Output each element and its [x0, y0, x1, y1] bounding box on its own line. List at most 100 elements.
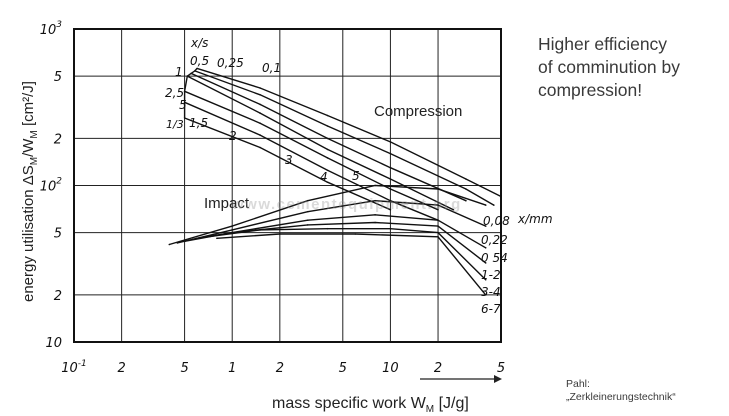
compression-curve-point — [326, 157, 329, 159]
impact-curve — [184, 214, 487, 249]
impact-curve-point — [484, 225, 487, 227]
impact-curve-point — [484, 278, 487, 281]
impact-curve-point — [484, 262, 487, 264]
compression-curve — [194, 70, 495, 206]
series-label: 0,1 — [262, 61, 281, 75]
impact-curve-point — [168, 243, 171, 246]
x-axis-arrow-head — [494, 375, 502, 383]
impact-curve — [196, 221, 487, 264]
series-label: 4 — [320, 170, 328, 184]
impact-curve-point — [354, 233, 357, 235]
watermark: www.cementequipment.org — [232, 196, 462, 213]
impact-curve-point — [437, 236, 439, 238]
impact-curve-point — [389, 227, 392, 230]
y-tick-label: 5 — [54, 227, 62, 242]
impact-curve-point — [437, 204, 439, 206]
series-label: 2,5 — [165, 86, 184, 100]
y-tick-label: 2 — [54, 289, 62, 304]
compression-curve-point — [326, 125, 329, 127]
impact-curve-point — [484, 294, 487, 296]
series-label: 0,08 — [483, 214, 510, 228]
compression-curve-point — [493, 204, 495, 206]
x-tick-label: 10-1 — [61, 359, 87, 376]
y-tick-label: 102 — [40, 177, 63, 195]
impact-curve-point — [374, 199, 376, 202]
x-tick-label: 2 — [434, 361, 442, 376]
compression-curve-point — [259, 134, 261, 136]
impact-curve — [207, 228, 487, 281]
x-tick-label: 5 — [497, 361, 505, 376]
compression-curve — [196, 67, 502, 198]
source-line: „Zerkleinerungstechnik“ — [566, 391, 676, 403]
compression-curve-point — [500, 195, 502, 198]
series-label: 1 — [175, 65, 183, 79]
impact-curve-point — [306, 199, 309, 202]
compression-curve-point — [259, 146, 261, 149]
x-tick-label: 5 — [180, 361, 188, 376]
source-citation: Pahl: „Zerkleinerungstechnik“ — [566, 378, 676, 404]
compression-envelope — [183, 67, 198, 118]
compression-curve-point — [326, 137, 329, 140]
compression-curve-point — [259, 122, 261, 124]
compression-curve-point — [259, 112, 261, 114]
y-tick-label: 5 — [54, 70, 62, 85]
annotation-text: Higher efficiency of comminution by comp… — [538, 33, 723, 102]
impact-curve-point — [206, 236, 209, 238]
impact-curve — [177, 199, 486, 244]
series-label: 0,25 — [217, 56, 244, 70]
impact-curve — [169, 184, 486, 246]
compression-curve-point — [326, 114, 329, 117]
region-label-compression: Compression — [374, 103, 462, 120]
impact-curve-point — [437, 231, 439, 234]
series-label: 6-7 — [481, 302, 501, 316]
compression-curve-point — [389, 166, 392, 169]
compression-curve-point — [437, 208, 439, 211]
impact-curve-point — [183, 240, 186, 243]
series-label: 0,22 — [481, 233, 508, 247]
compression-curve-point — [389, 152, 392, 155]
compression-curve-point — [465, 199, 467, 202]
source-line: Pahl: — [566, 378, 590, 390]
impact-curve-point — [231, 229, 233, 231]
impact-param-label: x/mm — [517, 212, 553, 226]
compression-curve-point — [389, 141, 392, 143]
impact-curve-point — [279, 233, 281, 235]
x-tick-label: 2 — [117, 361, 125, 376]
compression-curve-point — [465, 178, 467, 180]
compression-curve-point — [259, 87, 261, 89]
impact-curve-point — [484, 204, 487, 206]
series-label: 1-2 — [481, 268, 501, 282]
annotation-line: of comminution by — [538, 57, 681, 77]
compression-curve-point — [326, 181, 329, 183]
impact-curve-point — [176, 242, 179, 244]
impact-curve-point — [216, 237, 218, 240]
compression-curve — [186, 75, 454, 211]
impact-curve-point — [259, 229, 261, 231]
compression-curve-point — [389, 208, 392, 211]
impact-curve-point — [437, 188, 439, 190]
x-tick-label: 10 — [382, 361, 399, 376]
series-label: 5 — [179, 98, 187, 112]
y-tick-label: 103 — [40, 20, 63, 38]
impact-curve-point — [306, 219, 309, 221]
compression-curve-point — [326, 148, 329, 151]
x-axis-title: mass specific work WM [J/g] — [272, 395, 469, 415]
impact-curve-point — [374, 184, 376, 187]
impact-curve-point — [437, 225, 439, 227]
series-label: 0 54 — [481, 251, 508, 265]
compression-curve-point — [389, 188, 392, 190]
impact-curve-point — [437, 219, 439, 221]
impact-curve-point — [374, 214, 376, 216]
series-label: 3-4 — [481, 285, 501, 299]
series-label: 1/3 — [166, 118, 184, 131]
series-label: 0,5 — [190, 54, 209, 68]
x-tick-label: 2 — [276, 361, 284, 376]
y-tick-label: 10 — [45, 336, 62, 351]
annotation-line: compression! — [538, 80, 643, 100]
compression-curve-point — [259, 103, 261, 106]
impact-curve-point — [231, 225, 233, 227]
compression-curve-point — [465, 188, 467, 190]
y-axis-title: energy utilisation ΔSM/WM [cm²/J] — [20, 81, 40, 302]
y-tick-label: 2 — [54, 132, 62, 147]
